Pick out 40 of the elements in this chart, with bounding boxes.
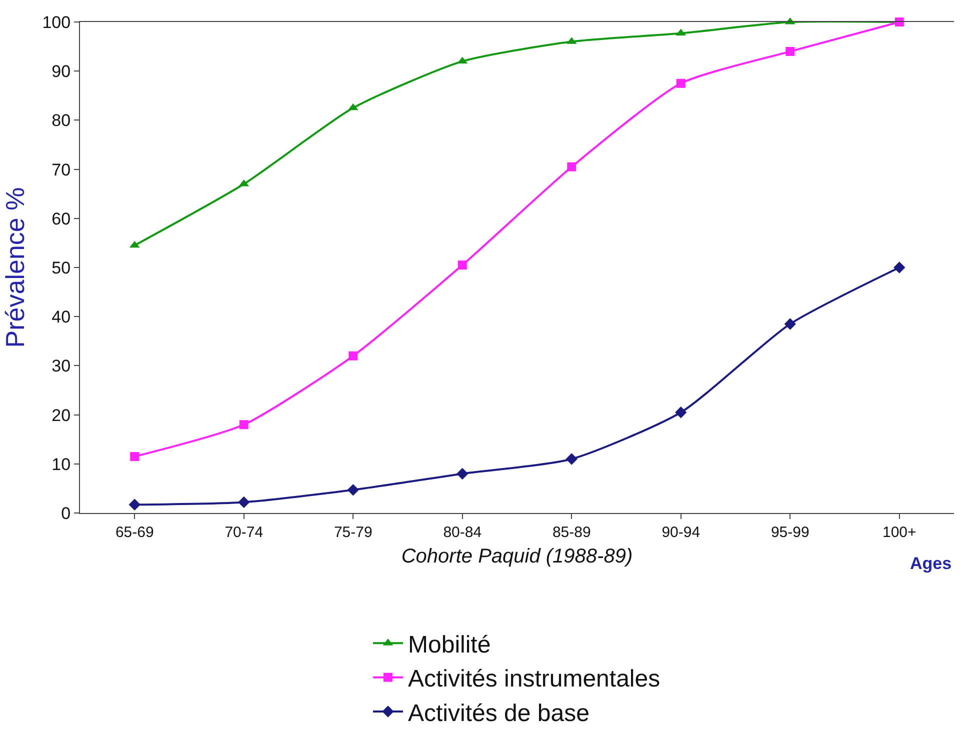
point: [784, 318, 796, 330]
x-tick-label: 75-79: [334, 524, 372, 541]
x-tick-label: 85-89: [552, 524, 591, 541]
point: [130, 452, 140, 462]
legend-label: Activités de base: [408, 700, 590, 727]
y-tick-label: 40: [52, 308, 71, 327]
x-tick-label: 65-69: [115, 524, 154, 541]
x-tick-label: 95-99: [770, 524, 810, 541]
y-tick-label: 20: [52, 406, 71, 425]
y-tick-label: 0: [61, 504, 71, 523]
x-tick-label: 90-94: [662, 524, 700, 541]
point: [786, 46, 795, 56]
point: [566, 453, 578, 465]
point: [567, 162, 576, 172]
y-tick-label: 50: [52, 258, 71, 278]
y-tick-label: 30: [52, 356, 71, 376]
point: [675, 406, 687, 418]
point: [238, 496, 250, 508]
point: [676, 78, 686, 88]
y-tick-label: 90: [52, 62, 71, 82]
y-tick-label: 100: [42, 12, 71, 32]
x-tick-label: 100+: [882, 524, 917, 541]
y-tick-label: 10: [52, 454, 71, 474]
x-tick-label: 70-74: [224, 524, 264, 541]
point: [894, 262, 906, 274]
x-axis-title: Cohorte Paquid (1988-89): [401, 546, 633, 568]
point: [347, 484, 359, 496]
text: Ages: [910, 554, 952, 573]
point: [128, 498, 140, 510]
y-tick-label: 70: [52, 160, 71, 180]
legend-label: Mobilité: [408, 631, 491, 658]
x-tick-label: 80-84: [443, 524, 482, 541]
point: [348, 351, 358, 360]
y-axis-title: Prévalence %: [0, 187, 30, 348]
y-tick-label: 80: [52, 111, 71, 130]
point: [239, 420, 248, 430]
legend-label: Activités instrumentales: [408, 666, 660, 693]
point: [456, 468, 468, 480]
point: [458, 260, 467, 270]
y-tick-label: 60: [52, 209, 71, 228]
